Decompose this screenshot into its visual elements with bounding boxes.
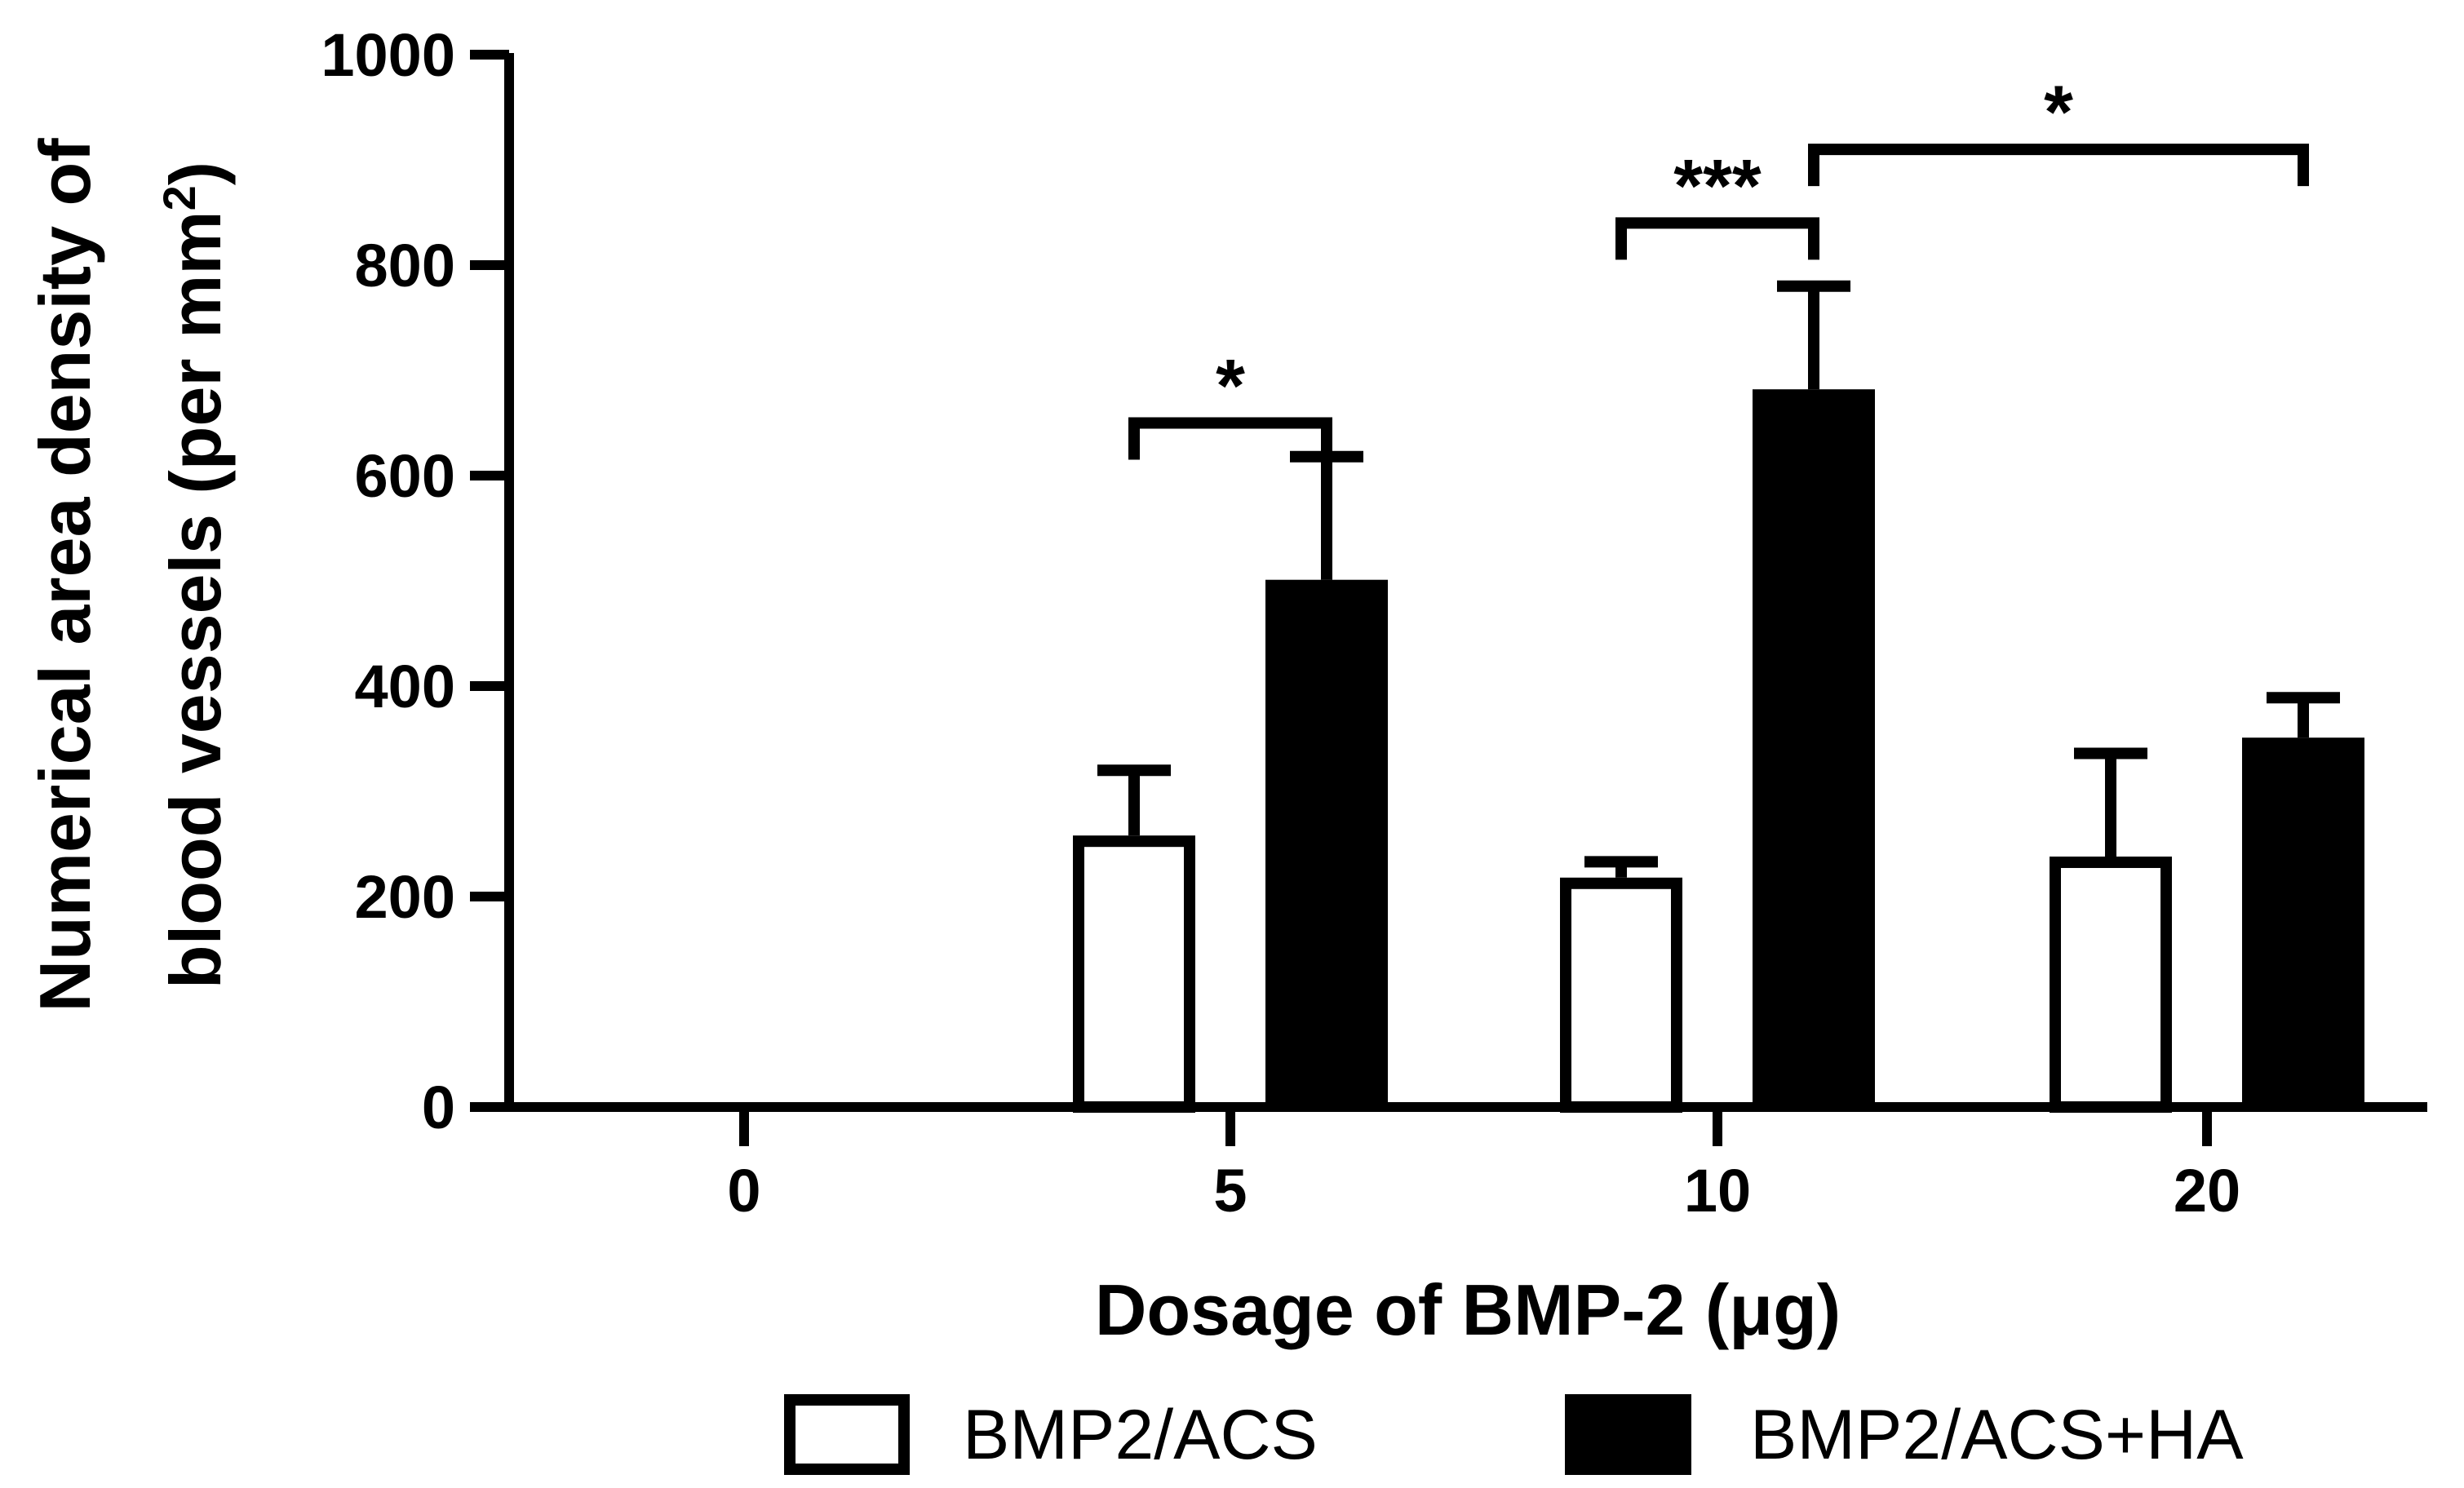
legend-swatch-bmp2-acs-ha <box>1565 1394 1691 1475</box>
y-ticks-layer: 0 200 400 600 800 1000 <box>321 21 509 1141</box>
x-tick-label: 0 <box>727 1157 760 1224</box>
legend-label-bmp2-acs-ha: BMP2/ACS+HA <box>1750 1396 2244 1474</box>
significance-label: * <box>2044 71 2073 154</box>
significance-label: * <box>1216 345 1245 428</box>
y-tick-label: 200 <box>355 863 455 931</box>
y-tick-label: 0 <box>422 1074 455 1141</box>
bar-bmp2-acs-ha <box>1753 389 1875 1108</box>
y-axis-title-main: blood vessels (per mm <box>155 210 236 989</box>
y-tick-label: 1000 <box>321 21 455 89</box>
significance-bracket <box>1128 417 1332 460</box>
significance-label: *** <box>1673 144 1762 228</box>
axes-layer <box>504 53 2427 1112</box>
significance-bracket <box>1615 217 1819 260</box>
bar-bmp2-acs <box>2050 856 2172 1113</box>
y-tick-label: 600 <box>355 442 455 510</box>
y-tick-label: 400 <box>355 653 455 720</box>
bars-layer <box>1073 389 2364 1114</box>
y-axis-title-line2: blood vessels (per mm2) <box>153 162 237 989</box>
x-tick-label: 5 <box>1213 1157 1247 1224</box>
legend-swatch-bmp2-acs <box>784 1394 910 1475</box>
legend-label-bmp2-acs: BMP2/ACS <box>963 1396 1318 1474</box>
error-bars-layer <box>1097 280 2340 878</box>
y-axis-title-line1: Numerical area density of <box>24 138 105 1012</box>
significance-layer: ***** <box>1128 71 2309 460</box>
bar-bmp2-acs <box>1560 877 1682 1114</box>
significance-bracket <box>1808 144 2309 187</box>
y-axis-title-close: ) <box>155 162 236 185</box>
x-axis-title: Dosage of BMP-2 (μg) <box>1095 1269 1841 1350</box>
x-tick-label: 20 <box>2174 1157 2240 1224</box>
y-axis-title-superscript: 2 <box>153 185 205 210</box>
x-ticks-layer: 0 5 10 20 <box>727 1107 2240 1224</box>
y-tick-label: 800 <box>355 232 455 299</box>
bar-bmp2-acs-ha <box>2242 737 2364 1107</box>
legend: BMP2/ACS BMP2/ACS+HA <box>784 1394 2244 1475</box>
bar-bmp2-acs-ha <box>1265 579 1388 1107</box>
bar-bmp2-acs <box>1073 835 1195 1114</box>
x-tick-label: 10 <box>1684 1157 1751 1224</box>
